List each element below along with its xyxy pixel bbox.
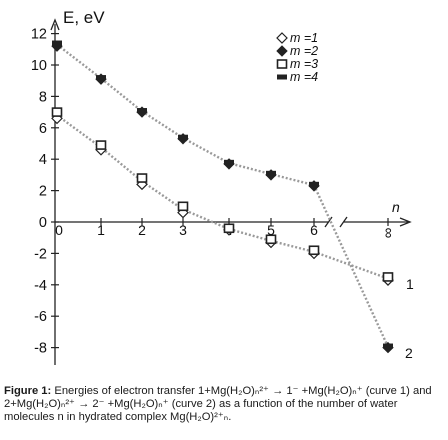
x-tick-label: 3 <box>179 222 187 238</box>
legend-label-m3: m =3 <box>290 57 318 71</box>
legend-marker-m3 <box>276 59 288 69</box>
data-point-m4 <box>96 75 106 81</box>
y-axis-label: E, eV <box>63 8 105 27</box>
legend-label-m2: m =2 <box>290 44 318 58</box>
data-point-m3 <box>223 223 235 234</box>
y-axis-arrow <box>50 18 60 31</box>
legend-marker-m1 <box>276 32 288 44</box>
y-tick-label: 2 <box>39 184 47 200</box>
axis-break-left <box>324 216 333 228</box>
legend-marker-m4 <box>277 74 287 80</box>
x-axis-label: n <box>392 199 400 215</box>
data-point-m4 <box>137 108 147 114</box>
y-tick-label: 6 <box>39 121 47 137</box>
x-tick-label: 2 <box>138 222 146 238</box>
x-tick-label: 5 <box>267 222 275 238</box>
y-tick-label: 0 <box>39 215 47 231</box>
data-point-m3 <box>51 107 63 117</box>
figure-caption: Figure 1: Energies of electron transfer … <box>4 385 444 424</box>
axis-labels: E, eV n 1 2 <box>63 8 414 361</box>
data-point-m4 <box>383 343 393 349</box>
legend-label-m4: m =4 <box>290 70 318 84</box>
y-tick-label: -4 <box>34 278 47 294</box>
curve-2-extrapolation <box>312 184 390 348</box>
x-tick-label: 0 <box>55 222 63 238</box>
data-point-m3 <box>382 272 394 282</box>
legend-label-m1: m =1 <box>290 31 318 45</box>
curve-1-extrapolation <box>313 250 389 280</box>
data-point-m4 <box>178 134 188 140</box>
legend: m =1m =2m =3m =4 <box>276 31 318 84</box>
data-point-m3 <box>308 245 320 256</box>
y-tick-label: -6 <box>34 309 47 325</box>
x-tick-label: 1 <box>97 222 105 238</box>
y-tick-label: 12 <box>31 27 47 43</box>
x-axis-arrow <box>399 217 412 227</box>
data-point-m3 <box>177 201 189 212</box>
y-tick-label: -2 <box>34 246 47 262</box>
y-tick-label: -8 <box>34 341 47 357</box>
curve-label-2: 2 <box>405 345 413 361</box>
data-point-m3 <box>136 173 148 183</box>
curve-2-line <box>56 43 315 187</box>
data-point-m4 <box>52 40 62 46</box>
data-point-m3 <box>265 234 277 245</box>
data-point-m4 <box>309 181 319 187</box>
x-tick-label: ∞ <box>380 228 397 239</box>
series-markers <box>51 40 394 354</box>
series-lines <box>56 43 390 348</box>
axis-break-right <box>339 216 348 228</box>
curve-label-1: 1 <box>406 276 414 292</box>
data-point-m3 <box>95 140 107 150</box>
caption-label: Figure 1: <box>4 385 52 397</box>
y-tick-label: 10 <box>31 58 47 74</box>
data-point-m4 <box>266 170 276 176</box>
x-tick-label: 6 <box>310 222 318 238</box>
legend-marker-m2 <box>276 45 288 57</box>
data-point-m4 <box>224 159 234 165</box>
y-tick-label: 8 <box>39 89 47 105</box>
caption-text: Energies of electron transfer 1+Mg(H₂O)ₙ… <box>4 385 432 423</box>
y-tick-label: 4 <box>39 152 47 168</box>
